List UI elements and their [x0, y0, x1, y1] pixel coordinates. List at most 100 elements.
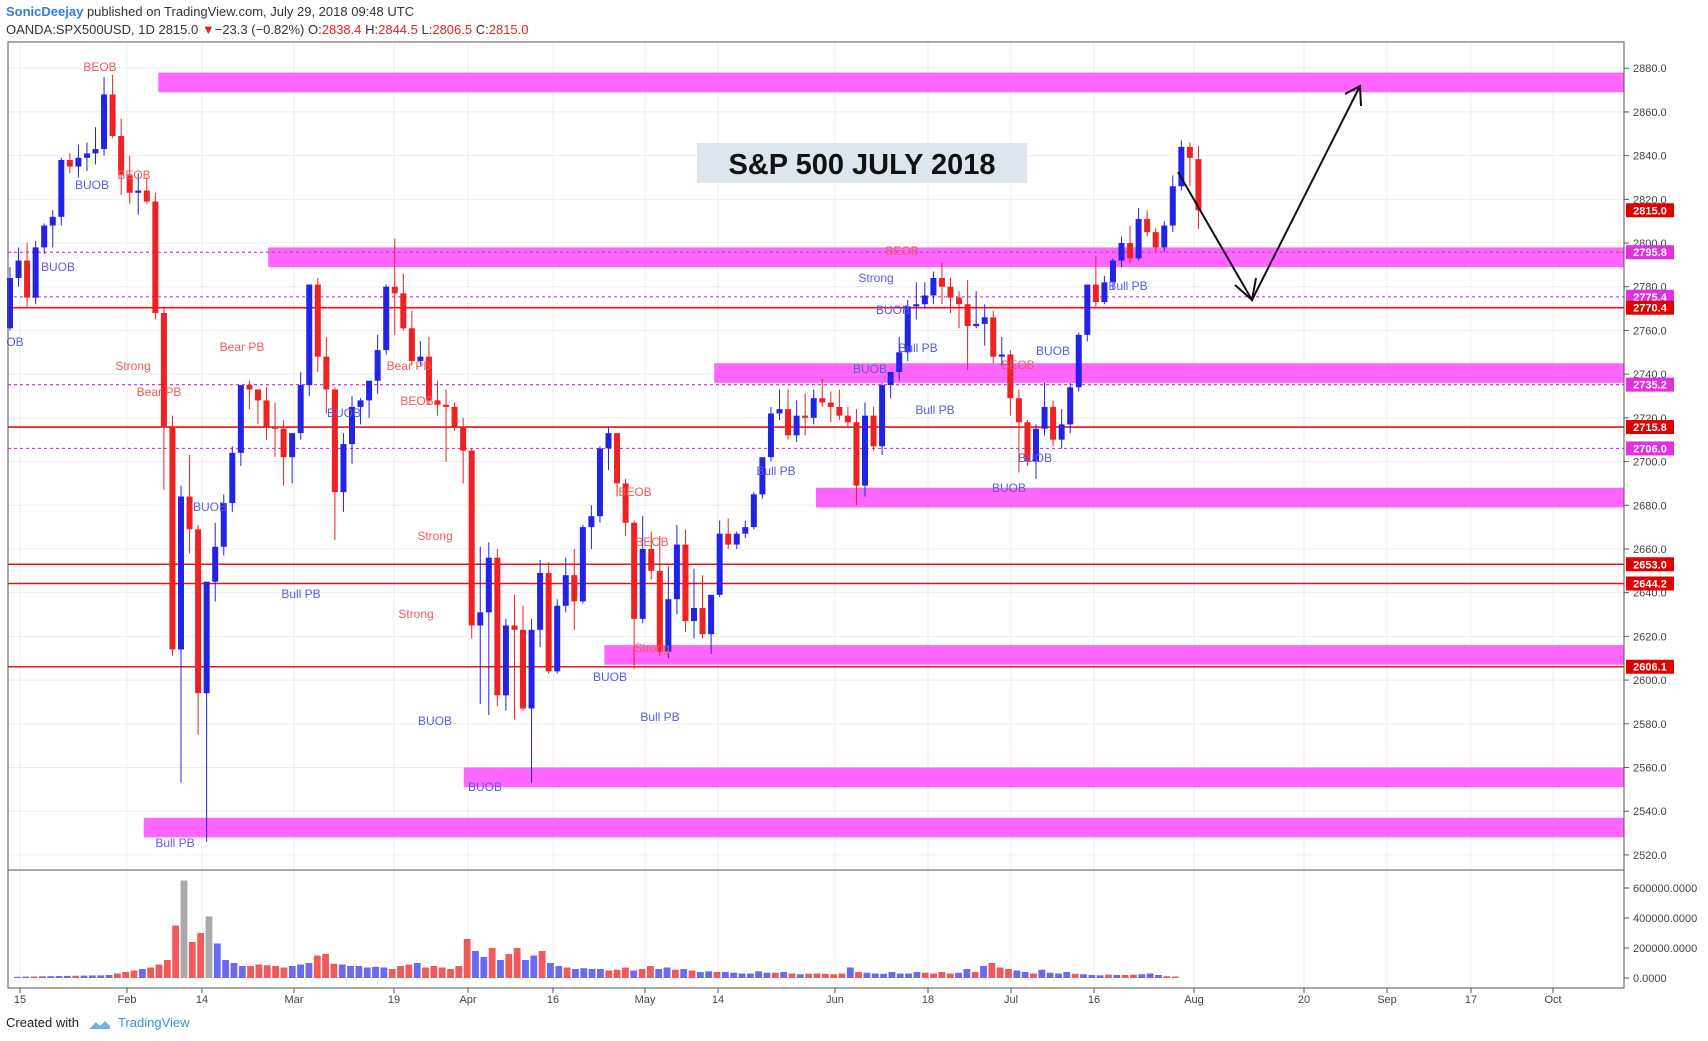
candle-body: [1127, 243, 1134, 259]
candle-body: [605, 433, 612, 449]
author-link[interactable]: SonicDeejay: [6, 4, 84, 19]
volume-bar: [313, 955, 321, 978]
arrow-up-head-icon: [1344, 84, 1362, 107]
volume-bar: [380, 967, 388, 978]
volume-bar: [721, 972, 729, 978]
y-tick-label: 2520.0: [1633, 850, 1667, 862]
volume-bar: [338, 964, 346, 978]
volume-bar: [1096, 975, 1104, 978]
volume-bar: [896, 973, 904, 978]
price-label-box: [1626, 245, 1674, 260]
candle-body: [802, 415, 809, 418]
candle-body: [571, 575, 578, 602]
candle-body: [92, 149, 99, 154]
volume-bar: [147, 967, 155, 978]
candle-body: [289, 433, 296, 458]
volume-bar: [1155, 975, 1162, 978]
price-label-box: [1626, 377, 1674, 392]
volume-bar: [1146, 973, 1154, 978]
high-value: 2844.5: [378, 22, 418, 37]
volume-bar: [505, 954, 513, 978]
candle-body: [648, 548, 655, 571]
volume-bar: [755, 971, 763, 978]
volume-bar: [263, 965, 271, 978]
volume-bar: [1080, 974, 1087, 978]
y-tick-label: 2660.0: [1633, 544, 1667, 556]
price-label-text: 2606.1: [1633, 662, 1667, 674]
candle-body: [862, 415, 868, 486]
annotation-label: Bull PB: [915, 403, 954, 417]
volume-bar: [155, 964, 163, 978]
candle-body: [913, 304, 920, 307]
volume-tick-label: 400000.0000: [1633, 913, 1697, 925]
x-tick-label: 14: [196, 994, 208, 1006]
annotation-label: BUOB: [327, 406, 361, 420]
candle-body: [331, 389, 338, 493]
candle-body: [579, 527, 586, 602]
zone-band: [604, 645, 1624, 665]
candle-body: [596, 448, 603, 517]
annotation-label: Bear PB: [220, 340, 265, 354]
candle-body: [451, 406, 458, 427]
volume-bar: [180, 880, 188, 978]
x-tick-label: Jun: [826, 994, 844, 1006]
x-tick-label: May: [635, 994, 656, 1006]
candle-body: [297, 385, 304, 434]
zone-band: [714, 363, 1624, 383]
volume-bar: [563, 967, 571, 978]
annotation-label: BUOB: [853, 362, 887, 376]
candle-body: [973, 323, 980, 327]
volume-bar: [1021, 972, 1029, 978]
candle-body: [853, 422, 860, 486]
y-tick-label: 2600.0: [1633, 675, 1667, 687]
candle-body: [391, 286, 398, 294]
volume-bar: [205, 916, 213, 978]
candle-body: [477, 612, 484, 626]
down-arrow-icon: ▼: [201, 22, 215, 37]
candle-body: [7, 278, 13, 329]
tradingview-brand[interactable]: TradingView: [118, 1015, 190, 1030]
candle-body: [622, 483, 629, 523]
volume-bar: [197, 933, 205, 978]
volume-bar: [88, 975, 96, 978]
low-label: L:: [421, 22, 433, 37]
volume-bar: [1013, 970, 1021, 978]
candle-body: [485, 557, 492, 613]
candle-body: [1101, 282, 1108, 303]
volume-bar: [796, 974, 804, 978]
candle-body: [938, 278, 945, 287]
volume-bar: [980, 966, 987, 978]
candle-body: [776, 409, 783, 414]
volume-bar: [821, 973, 829, 978]
volume-bar: [513, 948, 521, 978]
candle-body: [280, 428, 287, 458]
x-tick-label: 16: [1088, 994, 1100, 1006]
publish-line: SonicDeejay published on TradingView.com…: [6, 4, 414, 19]
annotation-label: BEOB: [618, 485, 651, 499]
candle-body: [998, 354, 1005, 357]
volume-bar: [455, 966, 463, 978]
volume-bar: [938, 972, 946, 978]
annotation-label: BUOB: [1018, 451, 1052, 465]
candle-body: [1144, 219, 1151, 233]
candle-body: [1067, 387, 1074, 425]
volume-bar: [363, 967, 371, 978]
candle-body: [443, 404, 450, 407]
candles: [7, 74, 1202, 842]
candle-body: [725, 533, 732, 545]
candle-body: [810, 398, 817, 418]
volume-bar: [1038, 969, 1046, 978]
x-tick-label: Oct: [1544, 994, 1561, 1006]
price-label-text: 2715.8: [1633, 422, 1667, 434]
annotation-label: BUOB: [468, 780, 502, 794]
candle-body: [1041, 406, 1048, 429]
zone-band: [268, 247, 1624, 268]
candle-body: [588, 516, 595, 528]
volume-bar: [846, 967, 854, 978]
annotation-label: BUOB: [593, 670, 627, 684]
chart-frame: [7, 41, 1625, 989]
candle-body: [930, 278, 937, 296]
annotation-label: Bull PB: [155, 836, 194, 850]
volume-bar: [763, 972, 771, 978]
